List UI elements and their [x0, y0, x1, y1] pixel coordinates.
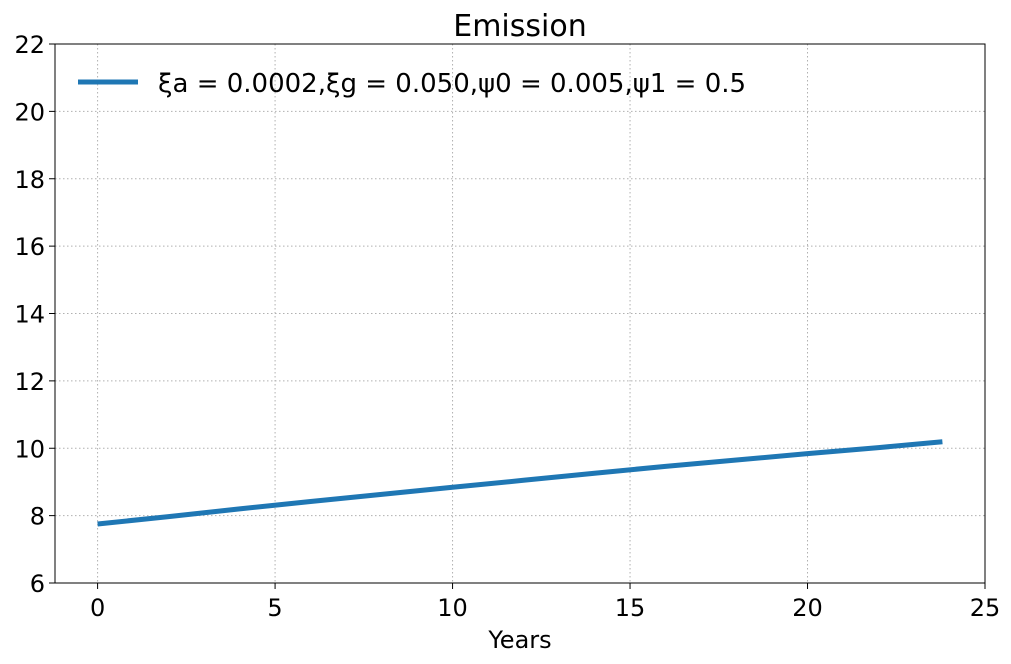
x-tick-label: 5: [267, 594, 282, 622]
y-tick-label: 22: [14, 31, 45, 59]
series-layer: [97, 439, 943, 527]
legend: ξa = 0.0002,ξg = 0.050,ψ0 = 0.005,ψ1 = 0…: [78, 69, 746, 99]
x-tick-label: 20: [792, 594, 823, 622]
grid-layer: [55, 43, 986, 584]
x-tick-label: 10: [437, 594, 468, 622]
y-tick-label: 14: [14, 301, 45, 329]
tick-layer: 0 5 10 15 20 25 6 8 10 12 14 16 18 20 22: [14, 31, 1000, 622]
y-tick-label: 10: [14, 435, 45, 463]
y-tick-label: 8: [30, 503, 45, 531]
x-tick-label: 0: [90, 594, 105, 622]
series-line: [97, 439, 943, 527]
y-tick-label: 18: [14, 166, 45, 194]
x-tick-label: 15: [615, 594, 646, 622]
legend-entry: ξa = 0.0002,ξg = 0.050,ψ0 = 0.005,ψ1 = 0…: [158, 69, 746, 99]
x-axis-label: Years: [487, 626, 551, 654]
x-tick-label: 25: [970, 594, 1001, 622]
y-tick-label: 20: [14, 98, 45, 126]
y-tick-label: 12: [14, 368, 45, 396]
y-tick-label: 16: [14, 233, 45, 261]
y-tick-label: 6: [30, 570, 45, 598]
chart-title: Emission: [453, 9, 586, 44]
